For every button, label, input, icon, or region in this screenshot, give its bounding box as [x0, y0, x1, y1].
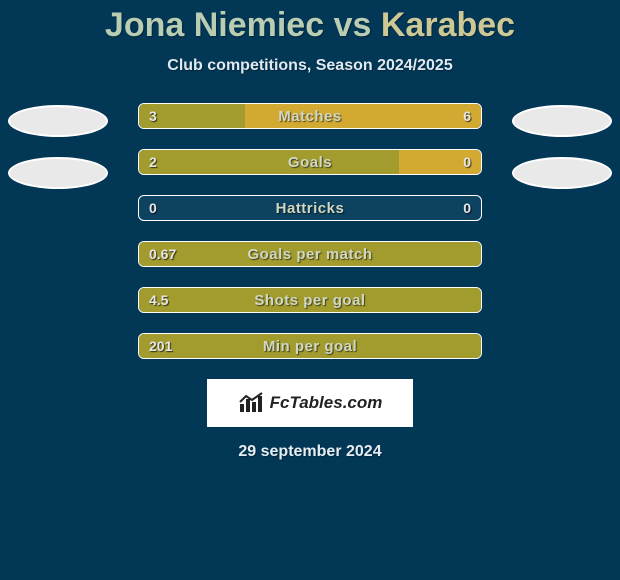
stat-label: Hattricks [139, 196, 481, 220]
stat-bar: 201Min per goal [138, 333, 482, 359]
avatar-placeholder-icon [512, 157, 612, 189]
stat-label: Shots per goal [139, 288, 481, 312]
brand-badge: FcTables.com [207, 379, 413, 427]
vs-separator: vs [334, 6, 372, 44]
stat-label: Matches [139, 104, 481, 128]
stat-label: Goals [139, 150, 481, 174]
comparison-arena: 36Matches 20Goals 00Hattricks 0.67Goals per… [0, 103, 620, 461]
stat-label: Goals per match [139, 242, 481, 266]
date-label: 29 september 2024 [0, 443, 620, 461]
avatar-placeholder-icon [8, 105, 108, 137]
stat-label: Min per goal [139, 334, 481, 358]
player1-name: Jona Niemiec [105, 6, 324, 44]
stat-bar: 4.5Shots per goal [138, 287, 482, 313]
stat-bars-container: 36Matches 20Goals 00Hattricks 0.67Goals per… [138, 103, 482, 359]
avatar-placeholder-icon [8, 157, 108, 189]
stat-bar: 20Goals [138, 149, 482, 175]
stat-bar: 00Hattricks [138, 195, 482, 221]
player2-avatar [512, 99, 612, 199]
subtitle: Club competitions, Season 2024/2025 [0, 57, 620, 75]
page-title: Jona Niemiec vs Karabec [0, 0, 620, 45]
brand-logo-icon [238, 392, 264, 414]
avatar-placeholder-icon [512, 105, 612, 137]
brand-text: FcTables.com [270, 393, 383, 413]
player1-avatar [8, 99, 108, 199]
player2-name: Karabec [381, 6, 515, 44]
stat-bar: 0.67Goals per match [138, 241, 482, 267]
stat-bar: 36Matches [138, 103, 482, 129]
